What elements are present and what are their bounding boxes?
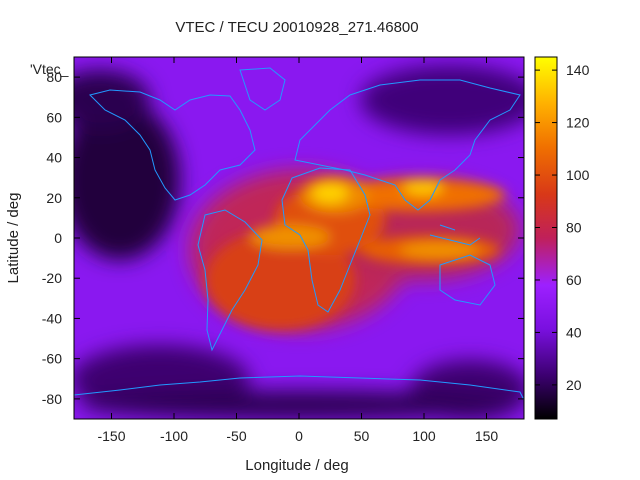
x-axis-label: Longitude / deg xyxy=(245,457,348,474)
colorbar-tick-label: 100 xyxy=(566,167,590,183)
colorbar-gradient xyxy=(534,56,558,420)
yellow-peak-india xyxy=(403,179,443,195)
south-america-coastline xyxy=(197,209,263,352)
x-axis: -150 -100 -50 0 50 100 150 xyxy=(97,57,498,444)
y-tick-label: 0 xyxy=(54,230,62,246)
colorbar-tick-label: 120 xyxy=(566,115,590,131)
chart-title: VTEC / TECU 20010928_271.46800 xyxy=(175,19,418,36)
y-axis: -80 -60 -40 -20 0 20 40 60 80 xyxy=(42,69,524,407)
greenland-coastline xyxy=(239,67,286,111)
y-tick-label: 80 xyxy=(46,69,62,85)
africa-coastline xyxy=(281,167,371,313)
australia-coastline xyxy=(439,254,496,306)
y-tick-label: -40 xyxy=(42,310,62,326)
orange-peak-southeast xyxy=(400,241,480,259)
colorbar: 20 40 60 80 100 120 140 xyxy=(534,56,590,420)
x-tick-label: 0 xyxy=(295,428,303,444)
y-axis-label: Latitude / deg xyxy=(5,193,22,284)
x-tick-label: 150 xyxy=(475,428,499,444)
southeast-asia-islands xyxy=(429,224,481,246)
colorbar-tick-label: 40 xyxy=(566,324,582,340)
colorbar-tick-label: 60 xyxy=(566,272,582,288)
y-tick-label: 20 xyxy=(46,190,62,206)
x-tick-label: 50 xyxy=(354,428,370,444)
dark-region-north-asia xyxy=(360,65,524,135)
y-tick-label: -80 xyxy=(42,391,62,407)
series-label: 'Vtec_ xyxy=(30,61,69,77)
dark-region-pacific xyxy=(74,100,180,260)
y-tick-label: -20 xyxy=(42,270,62,286)
colorbar-tick-label: 80 xyxy=(566,220,582,236)
orange-region-equator xyxy=(250,225,330,249)
north-america-coastline xyxy=(89,89,256,201)
eurasia-coastline xyxy=(294,79,521,211)
x-tick-label: -100 xyxy=(160,428,188,444)
x-tick-label: 100 xyxy=(412,428,436,444)
coastlines xyxy=(74,67,524,401)
y-tick-label: 60 xyxy=(46,109,62,125)
y-tick-label: -60 xyxy=(42,351,62,367)
colorbar-tick-label: 140 xyxy=(566,62,590,78)
yellow-peak-africa xyxy=(312,183,348,203)
colorbar-ticks: 20 40 60 80 100 120 140 xyxy=(535,62,590,393)
orange-band-north xyxy=(335,179,505,211)
colorbar-tick-label: 20 xyxy=(566,377,582,393)
dark-region-southern-ocean xyxy=(80,391,520,419)
heatmap xyxy=(74,57,524,419)
x-tick-label: -50 xyxy=(226,428,246,444)
y-tick-label: 40 xyxy=(46,150,62,166)
dark-region-northwest xyxy=(74,70,150,130)
x-tick-label: -150 xyxy=(97,428,125,444)
antarctica-coastline xyxy=(74,375,524,401)
